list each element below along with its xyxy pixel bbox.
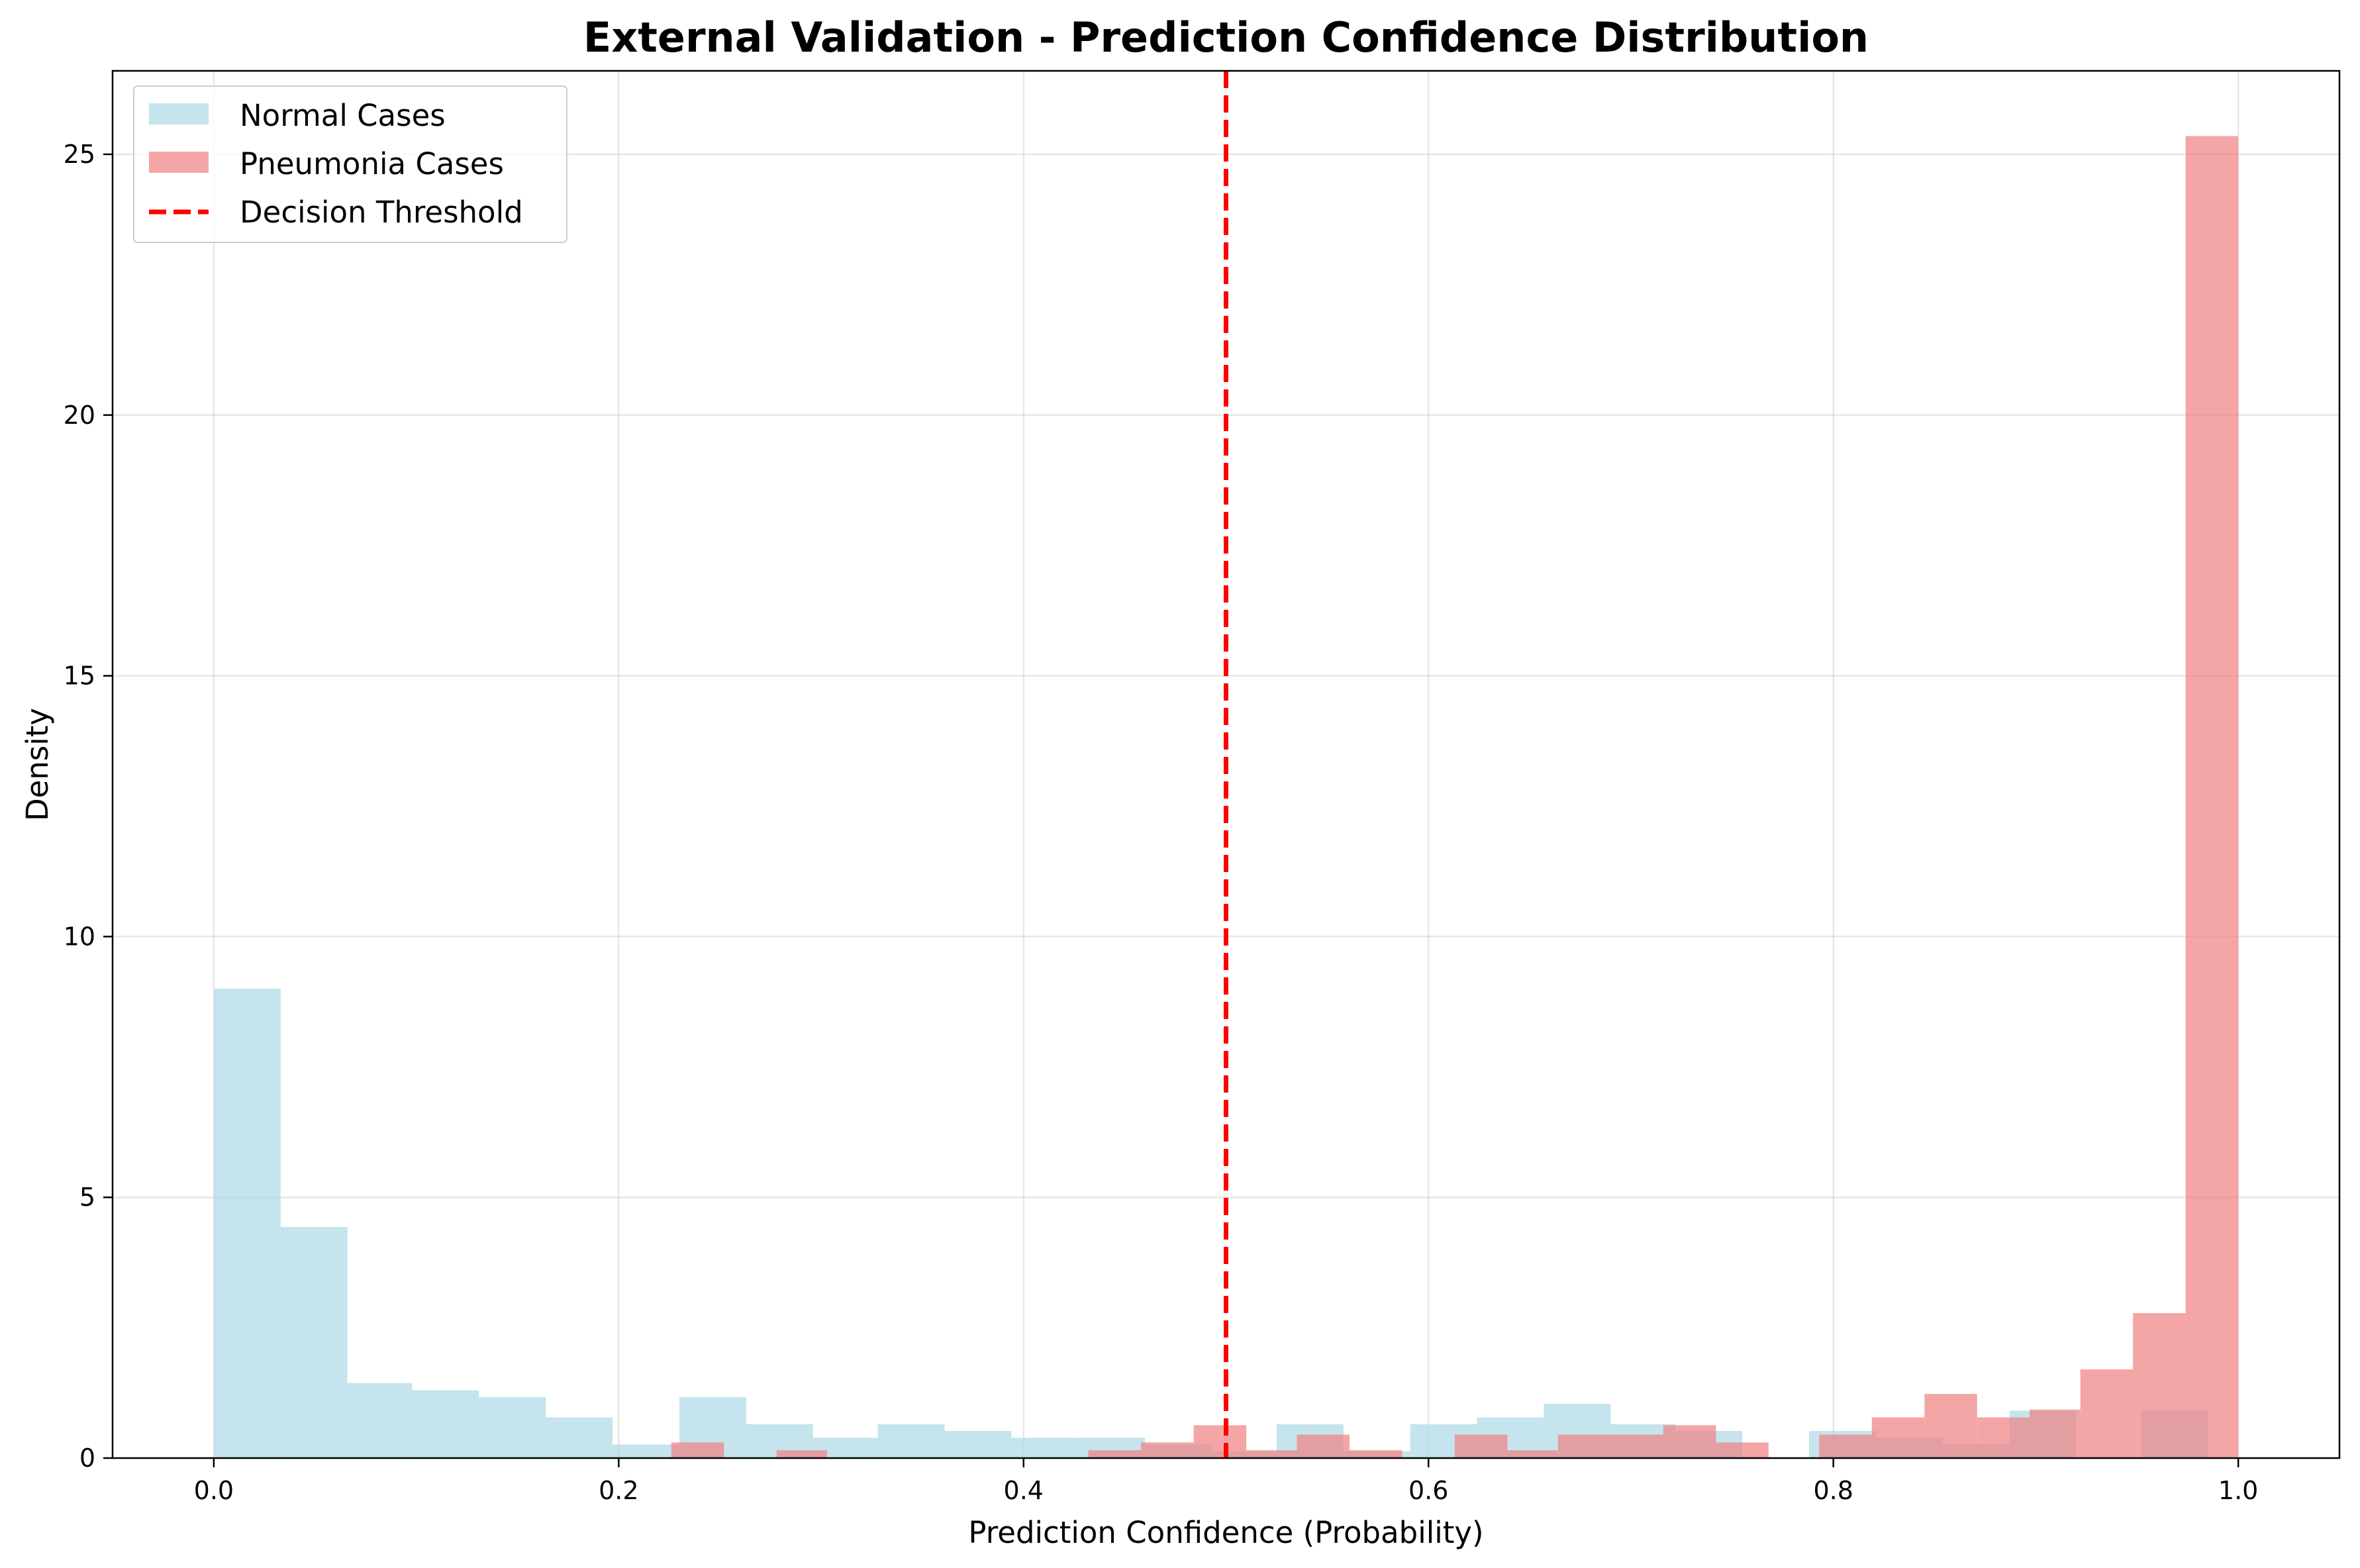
normal-bar xyxy=(479,1396,546,1458)
plot-area-frame xyxy=(111,70,2341,1459)
normal-bar xyxy=(412,1390,479,1458)
y-tick-label: 20 xyxy=(64,401,95,430)
normal-bar xyxy=(877,1424,945,1458)
pneumonia-bar xyxy=(1610,1434,1663,1458)
pneumonia-bar xyxy=(2080,1369,2134,1458)
normal-bar xyxy=(213,989,281,1458)
pneumonia-bar xyxy=(2185,136,2239,1459)
x-tick-label: 0.6 xyxy=(1408,1476,1448,1505)
pneumonia-bar xyxy=(1141,1442,1194,1458)
legend-label-threshold: Decision Threshold xyxy=(240,195,523,230)
normal-bar xyxy=(347,1383,413,1458)
legend-frame xyxy=(133,85,567,243)
pneumonia-bar xyxy=(1088,1450,1142,1458)
pneumonia-bar xyxy=(1663,1425,1716,1458)
pneumonia-bar xyxy=(1246,1450,1297,1458)
pneumonia-bar xyxy=(1871,1417,1925,1458)
pneumonia-bar xyxy=(1716,1442,1769,1458)
y-axis-label: Density xyxy=(20,708,55,821)
normal-bar xyxy=(546,1417,613,1458)
pneumonia-bar xyxy=(671,1442,724,1458)
pneumonia-cases-bars xyxy=(671,136,2239,1459)
y-tick-label: 5 xyxy=(79,1183,95,1212)
pneumonia-bar xyxy=(776,1450,828,1458)
legend-label-normal: Normal Cases xyxy=(240,98,446,133)
normal-bar xyxy=(1011,1438,1079,1458)
x-axis-label: Prediction Confidence (Probability) xyxy=(968,1515,1483,1550)
pneumonia-bar xyxy=(1557,1434,1611,1458)
pneumonia-bar xyxy=(1819,1434,1872,1458)
pneumonia-bar xyxy=(2133,1313,2186,1458)
y-tick-label: 0 xyxy=(79,1444,95,1473)
x-tick-label: 1.0 xyxy=(2218,1476,2258,1505)
pneumonia-bar xyxy=(1924,1394,1977,1458)
pneumonia-bar xyxy=(2030,1409,2081,1458)
x-tick-label: 0.8 xyxy=(1813,1476,1853,1505)
legend-swatch-pneumonia xyxy=(149,152,209,173)
pneumonia-bar xyxy=(1977,1417,2030,1458)
x-tick-label: 0.4 xyxy=(1004,1476,1044,1505)
legend: Normal Cases Pneumonia Cases Decision Th… xyxy=(133,85,567,243)
pneumonia-bar xyxy=(1507,1450,1558,1458)
legend-swatch-normal xyxy=(149,103,209,124)
y-tick-label: 25 xyxy=(64,140,95,169)
normal-bar xyxy=(280,1227,348,1458)
legend-label-pneumonia: Pneumonia Cases xyxy=(240,146,504,181)
pneumonia-bar xyxy=(1454,1434,1508,1458)
pneumonia-bar xyxy=(1297,1434,1350,1458)
normal-bar xyxy=(613,1444,680,1458)
pneumonia-bar xyxy=(1349,1450,1402,1458)
pneumonia-bar xyxy=(1193,1425,1247,1458)
normal-bar xyxy=(944,1431,1012,1458)
chart-title: External Validation - Prediction Confide… xyxy=(583,13,1869,62)
y-axis-ticks: 0 5 10 15 20 25 xyxy=(64,140,113,1473)
x-tick-label: 0.0 xyxy=(194,1476,234,1505)
x-tick-label: 0.2 xyxy=(599,1476,638,1505)
y-tick-label: 10 xyxy=(64,922,95,951)
x-axis-ticks: 0.0 0.2 0.4 0.6 0.8 1.0 xyxy=(194,1458,2258,1505)
y-tick-label: 15 xyxy=(64,662,95,691)
